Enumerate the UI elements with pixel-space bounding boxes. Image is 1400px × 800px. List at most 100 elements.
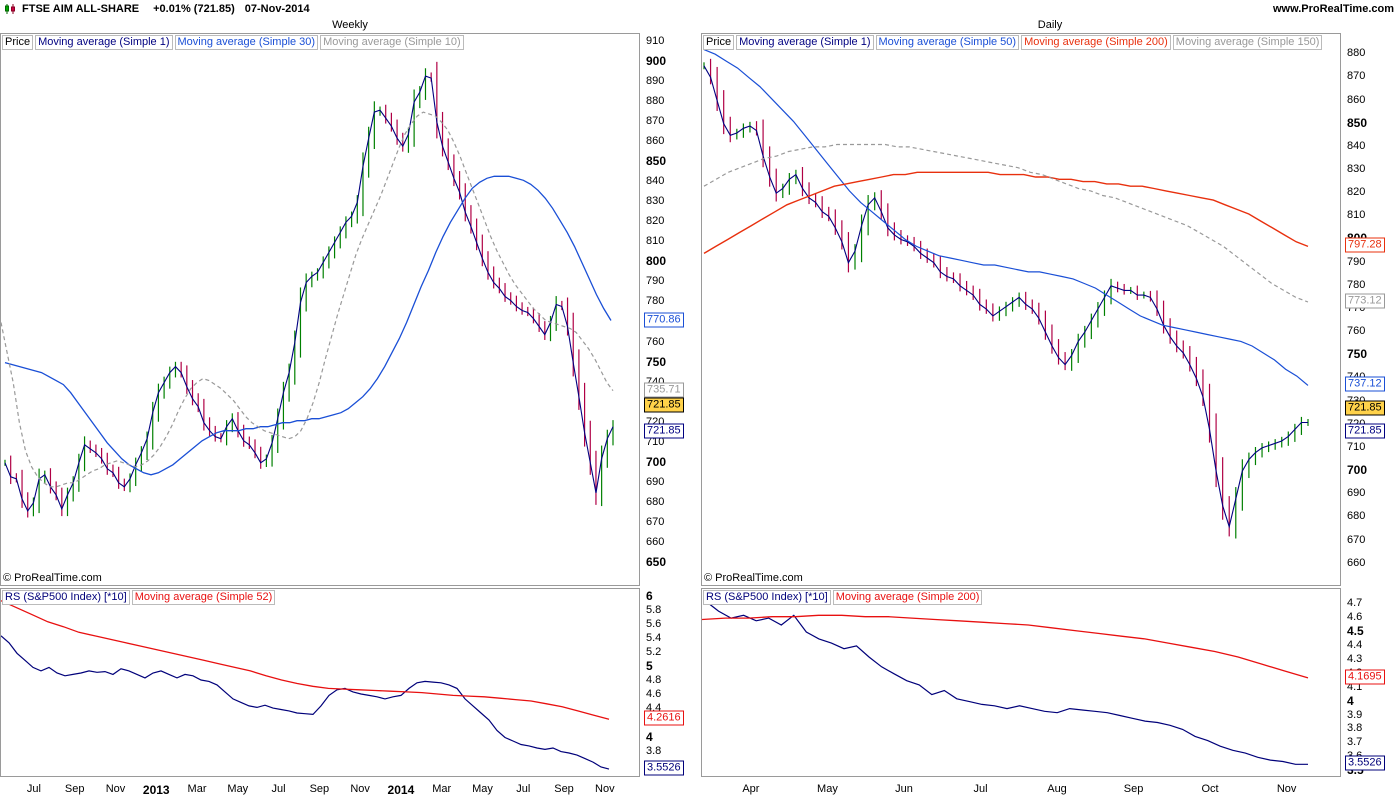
- daily-legend-item[interactable]: Moving average (Simple 200): [1021, 35, 1171, 50]
- daily-legend-item[interactable]: Price: [703, 35, 735, 50]
- daily-copyright: © ProRealTime.com: [704, 572, 803, 584]
- weekly-price-y-tick: 830: [646, 195, 665, 208]
- daily-ma200-line: [703, 171, 1309, 255]
- weekly-rs-y-tick: 4.6: [646, 688, 662, 701]
- weekly-price-y-tick: 670: [646, 515, 665, 528]
- weekly-price-y-tick: 840: [646, 175, 665, 188]
- daily-price-y-tick: 840: [1347, 139, 1366, 152]
- weekly-x-tick: Mar: [432, 783, 452, 795]
- daily-price-y-tick: 790: [1347, 255, 1366, 268]
- daily-price-panel[interactable]: Price Moving average (Simple 1) Moving ave…: [701, 33, 1341, 586]
- daily-price-value-badge: 737.12: [1345, 376, 1385, 392]
- weekly-ma10-line: [1, 111, 614, 488]
- daily-price-y-tick: 680: [1347, 510, 1366, 523]
- daily-rs-value-badge: 3.5526: [1345, 755, 1385, 771]
- weekly-price-value-badge: 770.86: [644, 312, 684, 328]
- daily-price-y-tick: 850: [1347, 115, 1368, 130]
- daily-rs-y-axis: 4.74.64.54.44.34.24.143.93.83.73.63.54.1…: [1341, 588, 1399, 777]
- weekly-rs-y-tick: 4: [646, 729, 653, 744]
- daily-rs-value-badge: 4.1695: [1345, 669, 1385, 685]
- weekly-rs-legend: RS (S&P500 Index) [*10] Moving average (S…: [2, 590, 277, 605]
- instrument-name: FTSE AIM ALL-SHARE: [22, 3, 140, 15]
- daily-legend-item[interactable]: Moving average (Simple 1): [736, 35, 874, 50]
- daily-price-y-tick: 710: [1347, 440, 1366, 453]
- daily-x-tick: Oct: [1201, 783, 1219, 795]
- weekly-x-tick: Nov: [350, 783, 370, 795]
- weekly-rs-y-tick: 4.8: [646, 674, 662, 687]
- daily-price-value-badge: 773.12: [1345, 293, 1385, 309]
- weekly-rs-legend-item[interactable]: RS (S&P500 Index) [*10]: [2, 590, 130, 605]
- daily-price-y-tick: 660: [1347, 556, 1366, 569]
- weekly-rs-y-tick: 5.6: [646, 618, 662, 631]
- weekly-legend: Price Moving average (Simple 1) Moving ave…: [2, 35, 466, 50]
- site-url[interactable]: www.ProRealTime.com: [1272, 3, 1394, 15]
- weekly-x-tick: Mar: [187, 783, 207, 795]
- weekly-copyright: © ProRealTime.com: [3, 572, 102, 584]
- weekly-price-panel[interactable]: Price Moving average (Simple 1) Moving ave…: [0, 33, 640, 586]
- daily-price-y-tick: 870: [1347, 70, 1366, 83]
- daily-rs-panel[interactable]: RS (S&P500 Index) [*10] Moving average (S…: [701, 588, 1341, 777]
- weekly-price-y-tick: 660: [646, 535, 665, 548]
- daily-rs-legend-item[interactable]: RS (S&P500 Index) [*10]: [703, 590, 831, 605]
- weekly-legend-item[interactable]: Price: [2, 35, 34, 50]
- daily-legend: Price Moving average (Simple 1) Moving ave…: [703, 35, 1324, 50]
- weekly-price-y-tick: 910: [646, 35, 665, 47]
- weekly-rs-chart: [1, 600, 610, 770]
- daily-rs-legend-item[interactable]: Moving average (Simple 200): [832, 590, 983, 605]
- daily-rs-y-tick: 4.6: [1347, 611, 1363, 624]
- weekly-rs-ma-line: [1, 600, 610, 720]
- weekly-x-tick: Sep: [64, 783, 85, 795]
- weekly-ma30-line: [4, 175, 612, 476]
- weekly-legend-item[interactable]: Moving average (Simple 1): [35, 35, 173, 50]
- weekly-price-y-tick: 650: [646, 554, 667, 569]
- daily-price-y-tick: 810: [1347, 209, 1366, 222]
- weekly-price-value-badge: 721.85: [644, 423, 684, 439]
- daily-x-tick: Jul: [973, 783, 988, 795]
- weekly-price-value-badge: 721.85: [644, 397, 684, 413]
- weekly-price-y-tick: 790: [646, 275, 665, 288]
- daily-x-tick: Aug: [1047, 783, 1067, 795]
- weekly-x-tick: 2014: [387, 783, 415, 797]
- weekly-legend-item[interactable]: Moving average (Simple 30): [174, 35, 319, 50]
- daily-rs-y-tick: 4.5: [1347, 623, 1364, 638]
- weekly-x-tick: Jul: [516, 783, 531, 795]
- daily-price-y-tick: 830: [1347, 163, 1366, 175]
- weekly-price-y-tick: 860: [646, 135, 665, 148]
- weekly-price-y-tick: 890: [646, 75, 665, 88]
- weekly-x-tick: May: [227, 783, 249, 795]
- daily-rs-y-tick: 4.3: [1347, 652, 1363, 665]
- weekly-legend-item[interactable]: Moving average (Simple 10): [320, 35, 464, 50]
- weekly-price-y-tick: 800: [646, 254, 667, 269]
- daily-price-y-tick: 700: [1347, 463, 1368, 478]
- daily-rs-chart: [702, 600, 1309, 765]
- daily-title: Daily: [1037, 19, 1063, 31]
- daily-legend-item[interactable]: Moving average (Simple 50): [875, 35, 1020, 50]
- weekly-price-chart: [1, 61, 614, 518]
- weekly-rs-y-axis: 65.85.65.45.254.84.64.44.243.83.64.26163…: [640, 588, 698, 777]
- weekly-price-y-tick: 750: [646, 354, 667, 369]
- daily-price-y-tick: 670: [1347, 533, 1366, 546]
- daily-rs-y-tick: 4: [1347, 693, 1354, 708]
- daily-rs-ma-line: [702, 614, 1309, 679]
- daily-price-y-tick: 750: [1347, 347, 1368, 362]
- weekly-x-tick: Jul: [26, 783, 41, 795]
- weekly-rs-y-tick: 6: [646, 589, 653, 604]
- daily-rs-y-tick: 3.7: [1347, 736, 1363, 749]
- daily-rs-legend: RS (S&P500 Index) [*10] Moving average (S…: [703, 590, 984, 605]
- weekly-x-tick: Nov: [105, 783, 126, 795]
- weekly-rs-legend-item[interactable]: Moving average (Simple 52): [131, 590, 276, 605]
- weekly-rs-value-badge: 4.2616: [644, 710, 684, 726]
- daily-rs-y-tick: 3.8: [1347, 722, 1363, 735]
- daily-ma50-line: [703, 49, 1309, 386]
- weekly-rs-value-badge: 3.5526: [644, 760, 684, 776]
- weekly-price-y-tick: 780: [646, 295, 665, 308]
- weekly-x-tick: May: [472, 783, 493, 795]
- daily-price-value-badge: 721.85: [1345, 423, 1385, 439]
- weekly-rs-panel[interactable]: RS (S&P500 Index) [*10] Moving average (S…: [0, 588, 640, 777]
- daily-legend-item[interactable]: Moving average (Simple 150): [1172, 35, 1323, 50]
- daily-x-tick: May: [817, 783, 838, 795]
- daily-price-y-tick: 760: [1347, 325, 1366, 338]
- daily-price-y-tick: 860: [1347, 93, 1366, 106]
- weekly-price-y-tick: 820: [646, 215, 665, 228]
- weekly-price-y-tick: 760: [646, 335, 665, 348]
